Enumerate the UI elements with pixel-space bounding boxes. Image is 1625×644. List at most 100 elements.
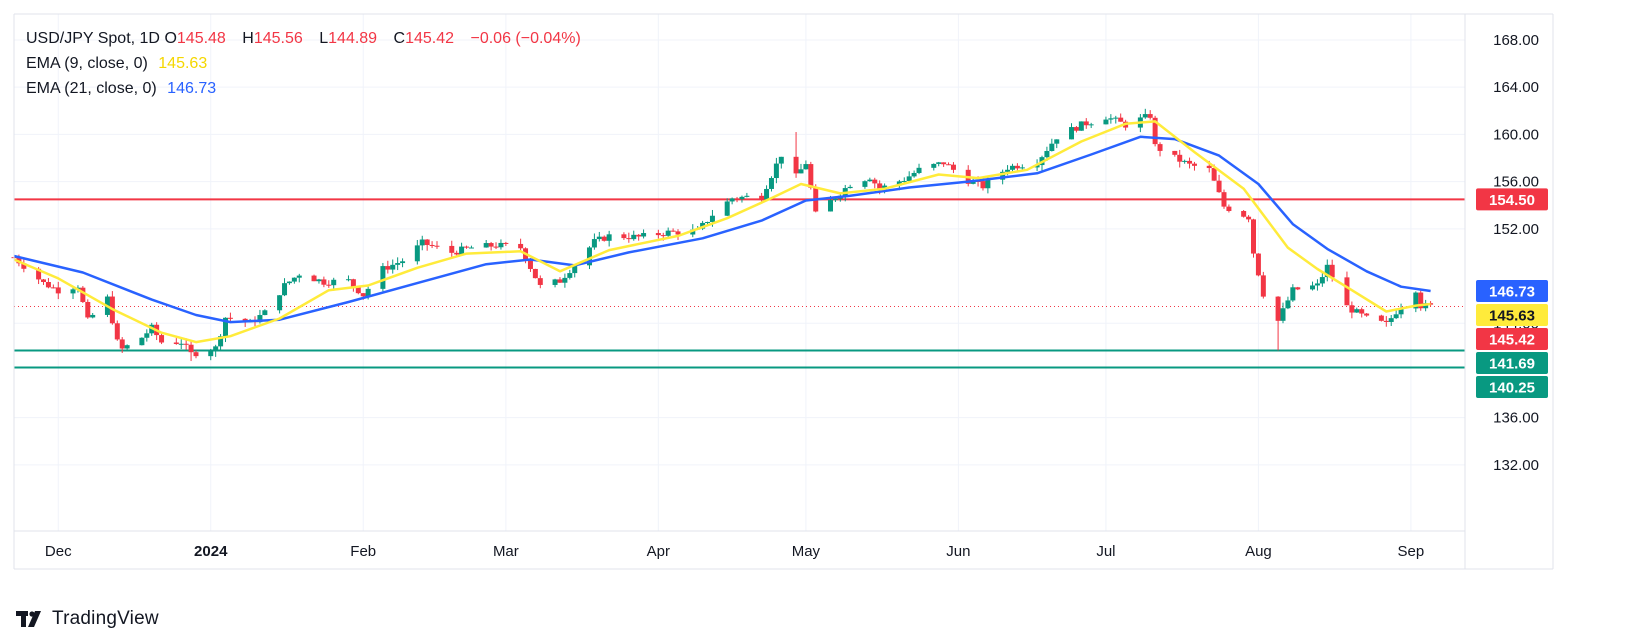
- candle-body: [950, 164, 956, 170]
- candle: [1280, 302, 1286, 324]
- candle-body: [1182, 160, 1188, 162]
- candle: [626, 232, 632, 243]
- candle-body: [586, 247, 592, 266]
- candle: [591, 233, 597, 250]
- candle-body: [1078, 121, 1084, 131]
- candle-body: [665, 230, 671, 236]
- candle: [867, 177, 873, 182]
- candle-body: [85, 301, 91, 318]
- candle-body: [1049, 143, 1055, 151]
- candle: [1319, 273, 1325, 287]
- tradingview-brand[interactable]: TradingView: [16, 608, 159, 630]
- candle-body: [159, 335, 165, 343]
- grid: [14, 14, 1465, 531]
- candle-body: [434, 245, 440, 247]
- candle: [1314, 279, 1320, 291]
- candle: [1014, 163, 1020, 171]
- candle-body: [744, 195, 750, 197]
- x-tick-label: Jun: [946, 543, 970, 560]
- close-value: 145.42: [405, 30, 455, 47]
- candle-body: [1275, 296, 1281, 321]
- candle-body: [419, 239, 425, 246]
- candle: [316, 278, 322, 284]
- candle-body: [296, 275, 302, 278]
- candle-body: [311, 275, 317, 282]
- candle-body: [262, 310, 268, 316]
- candle: [734, 196, 740, 203]
- ema21-line: [13, 135, 1431, 324]
- candle-body: [139, 337, 145, 346]
- x-tick-label: Aug: [1245, 543, 1272, 560]
- candle-body: [567, 273, 573, 278]
- candle: [641, 229, 647, 239]
- candle: [1221, 189, 1227, 209]
- candle-body: [1241, 211, 1247, 217]
- candle-body: [518, 243, 524, 249]
- candle-body: [1285, 300, 1291, 309]
- candle-body: [183, 343, 189, 345]
- candle: [1078, 121, 1084, 131]
- price-label-box: [1476, 304, 1548, 327]
- x-tick-label: Jul: [1096, 543, 1115, 560]
- candle-body: [464, 246, 470, 248]
- price-axis[interactable]: 168.00164.00160.00156.00152.00144.00136.…: [1493, 32, 1539, 474]
- candle-body: [1324, 264, 1330, 278]
- chart-legend: USD/JPY Spot, 1D O145.48 H145.56 L144.89…: [26, 26, 587, 101]
- candle-body: [759, 195, 765, 200]
- candle-body: [734, 198, 740, 200]
- candle: [45, 278, 51, 289]
- candle: [41, 278, 47, 285]
- candle: [144, 329, 150, 342]
- candle: [872, 177, 878, 189]
- candle: [832, 198, 838, 203]
- candle-body: [331, 279, 337, 286]
- candle-body: [670, 230, 676, 232]
- candle-body: [1157, 144, 1163, 151]
- price-label-box: [1476, 328, 1548, 351]
- candle-body: [832, 198, 838, 201]
- candle-body: [1108, 118, 1114, 120]
- candle-body: [178, 343, 184, 345]
- candle: [1103, 116, 1109, 125]
- legend-symbol[interactable]: USD/JPY Spot, 1D: [26, 30, 160, 47]
- candle-body: [827, 200, 833, 212]
- close-label: C: [393, 30, 406, 47]
- candle-body: [1378, 315, 1384, 321]
- candle: [1241, 210, 1247, 218]
- candle-body: [1088, 124, 1094, 126]
- candle-body: [931, 163, 937, 168]
- candle: [931, 163, 937, 171]
- candle: [1019, 164, 1025, 170]
- x-tick-label: 2024: [194, 543, 228, 560]
- price-label-text: 146.73: [1489, 284, 1535, 301]
- candle-body: [414, 245, 420, 262]
- candle-body: [901, 180, 907, 182]
- candle-body: [208, 351, 214, 357]
- y-tick-label: 160.00: [1493, 126, 1539, 143]
- candle-body: [326, 284, 332, 286]
- candle-body: [498, 242, 504, 248]
- candle-body: [941, 162, 947, 165]
- candle-body: [591, 239, 597, 248]
- candle-body: [1354, 309, 1360, 313]
- price-label-box: [1476, 376, 1548, 399]
- candle-body: [1393, 314, 1399, 319]
- candle: [1359, 307, 1365, 318]
- candle-body: [1246, 216, 1252, 220]
- candle: [1275, 296, 1281, 351]
- y-tick-label: 156.00: [1493, 174, 1539, 191]
- candle-body: [808, 164, 814, 188]
- candle-body: [882, 185, 888, 189]
- candle: [1073, 125, 1079, 133]
- price-label: 145.63: [1476, 304, 1548, 327]
- x-tick-label: Apr: [647, 543, 670, 560]
- candle-body: [906, 176, 912, 181]
- legend-ema9-row[interactable]: EMA (9, close, 0) 145.63: [26, 51, 587, 76]
- candle-body: [532, 268, 538, 279]
- candle: [395, 257, 401, 271]
- time-axis[interactable]: Dec 2024 Feb Mar Apr May Jun Jul Aug Sep: [45, 543, 1424, 560]
- legend-ema21-row[interactable]: EMA (21, close, 0) 146.73: [26, 76, 587, 101]
- candle-body: [360, 293, 366, 297]
- candle-body: [911, 172, 917, 177]
